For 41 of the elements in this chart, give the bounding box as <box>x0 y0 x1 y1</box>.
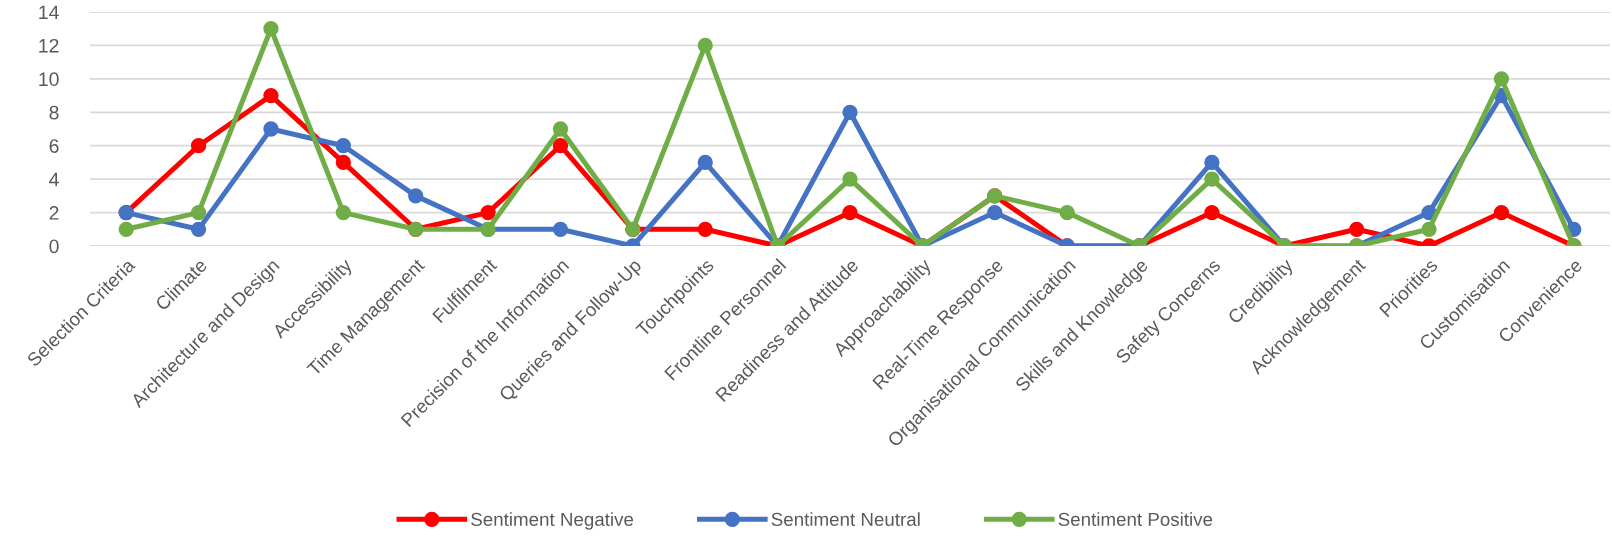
point <box>335 204 351 221</box>
y-tick-label: 8 <box>49 105 59 120</box>
y-tick-label: 6 <box>49 139 59 153</box>
point <box>408 188 424 204</box>
y-tick-label: 0 <box>49 239 59 254</box>
y-tick-label: 14 <box>39 5 59 20</box>
point <box>1204 204 1220 221</box>
point <box>1204 154 1220 171</box>
legend-label: Sentiment Positive <box>1058 512 1213 527</box>
point <box>1204 171 1220 187</box>
point <box>552 221 569 237</box>
point <box>263 21 279 37</box>
y-tick-label: 2 <box>49 206 59 220</box>
point <box>118 221 134 237</box>
point <box>335 138 351 154</box>
point <box>335 154 351 171</box>
point <box>987 204 1003 221</box>
point <box>697 221 713 237</box>
point <box>1493 204 1510 221</box>
point <box>263 121 279 137</box>
point <box>842 171 858 187</box>
point <box>1059 204 1075 221</box>
legend-label: Sentiment Neutral <box>771 512 920 527</box>
point <box>697 37 713 54</box>
y-tick-label: 10 <box>39 72 59 87</box>
point <box>1421 221 1437 237</box>
point <box>697 154 713 171</box>
point <box>263 87 279 104</box>
point <box>190 138 207 154</box>
point <box>552 121 569 137</box>
point <box>552 138 569 154</box>
y-tick-label: 4 <box>49 172 59 187</box>
point <box>190 204 207 221</box>
point <box>480 204 496 221</box>
point <box>1493 71 1510 87</box>
point <box>842 204 858 221</box>
point <box>842 104 858 120</box>
legend-label: Sentiment Negative <box>471 512 634 530</box>
point <box>1349 221 1365 237</box>
y-tick-label: 12 <box>39 38 59 53</box>
point <box>190 221 207 237</box>
